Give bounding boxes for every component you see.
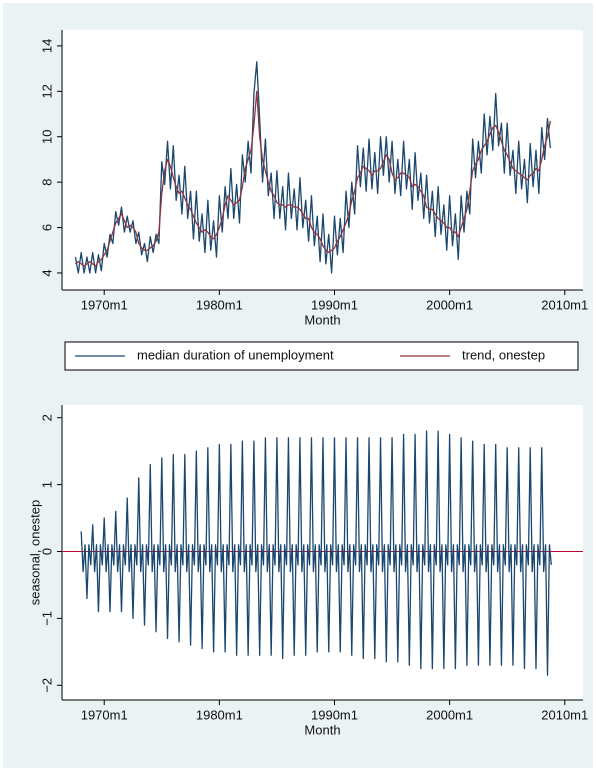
y-tick-label: 0	[39, 548, 54, 555]
legend-label: trend, onestep	[462, 347, 545, 362]
y-tick-label: 6	[39, 224, 54, 231]
series-line	[80, 430, 552, 676]
x-tick-label: 1990m1	[311, 707, 358, 722]
x-tick-label: 2000m1	[426, 297, 473, 312]
y-tick-label: 10	[39, 129, 54, 143]
y-tick-label: −2	[39, 678, 54, 693]
y-axis-title: seasonal, onestep	[27, 500, 42, 606]
y-tick-label: 8	[39, 179, 54, 186]
y-tick-label: 14	[39, 39, 54, 53]
y-tick-label: 1	[39, 481, 54, 488]
series-line	[75, 90, 552, 267]
y-tick-label: 2	[39, 414, 54, 421]
x-tick-label: 2010m1	[541, 707, 588, 722]
x-tick-label: 2010m1	[541, 297, 588, 312]
legend-box	[64, 341, 579, 371]
x-axis-title: Month	[304, 312, 340, 327]
x-tick-label: 1980m1	[196, 707, 243, 722]
x-axis-title: Month	[304, 722, 340, 737]
x-tick-label: 2000m1	[426, 707, 473, 722]
y-tick-label: 4	[39, 269, 54, 276]
x-tick-label: 1970m1	[81, 707, 128, 722]
y-tick-label: 12	[39, 84, 54, 98]
x-tick-label: 1980m1	[196, 297, 243, 312]
x-tick-label: 1990m1	[311, 297, 358, 312]
legend-label: median duration of unemployment	[137, 347, 334, 362]
x-tick-label: 1970m1	[81, 297, 128, 312]
y-tick-label: −1	[39, 611, 54, 626]
